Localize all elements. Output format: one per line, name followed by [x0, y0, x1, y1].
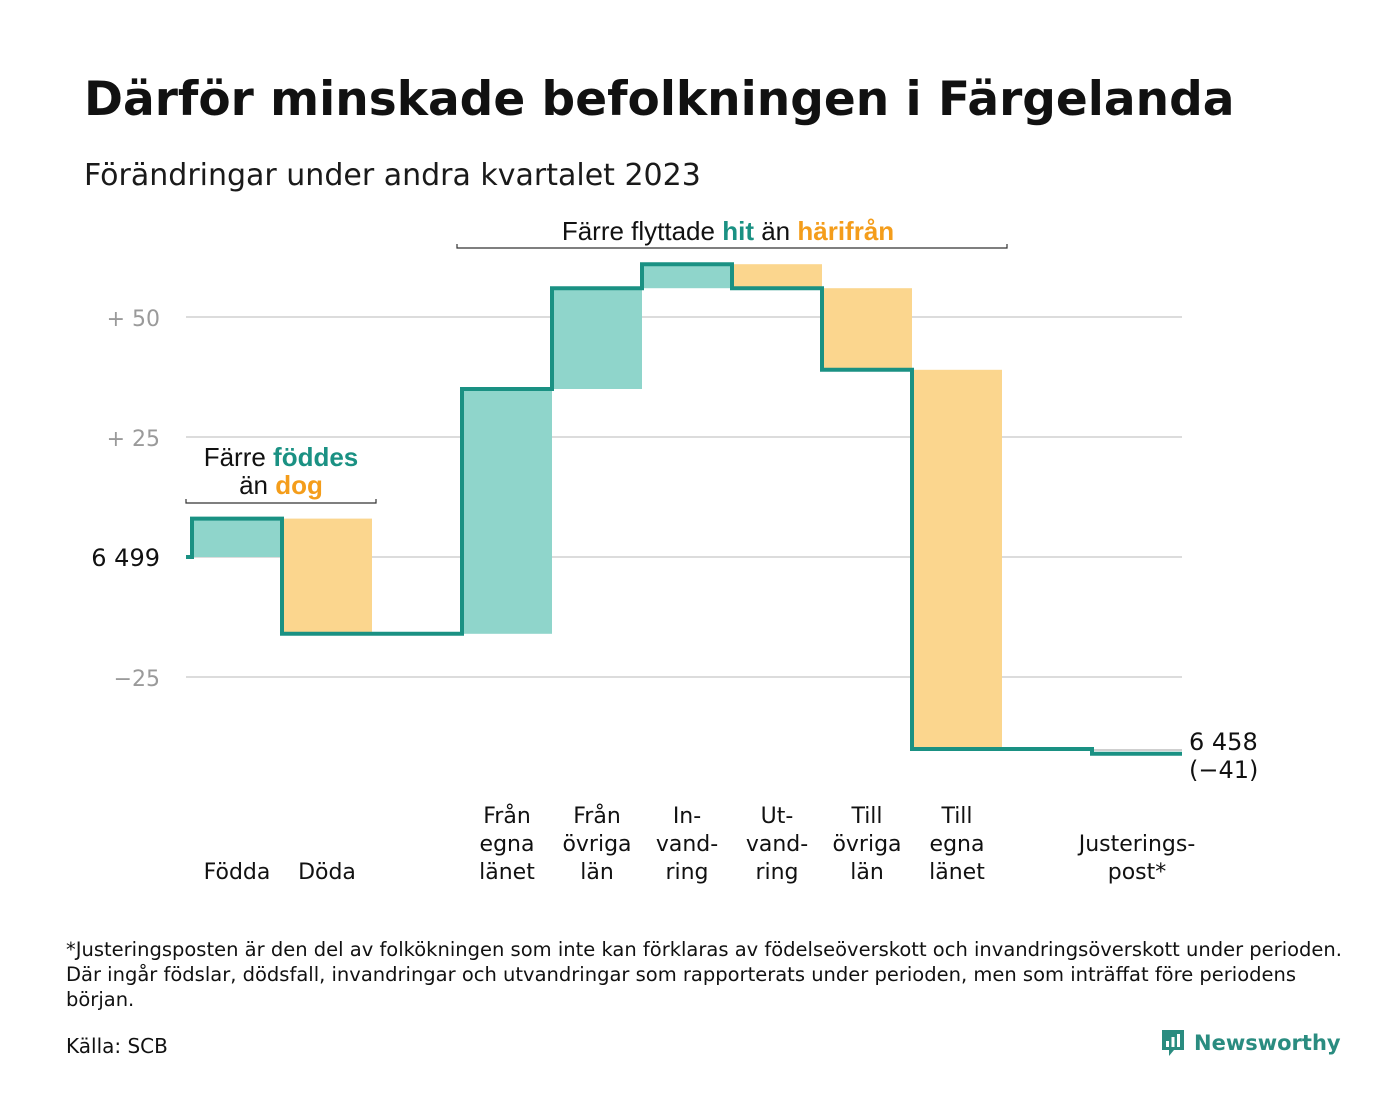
- x-label-line: ring: [665, 860, 708, 885]
- x-label-line: Ut-: [761, 804, 794, 829]
- x-label-line: län: [850, 860, 884, 885]
- x-label-line: övriga: [832, 832, 901, 857]
- x-label-line: vand-: [746, 832, 808, 857]
- bar-decrease: [822, 288, 912, 370]
- x-category-label: In-vand-ring: [656, 804, 718, 885]
- waterfall-chart: + 50 + 25 6 499 −25 6 458(−41) Födda Döda Från e…: [91, 216, 1258, 885]
- x-label-line: Justerings-: [1077, 832, 1196, 857]
- start-value-label: 6 499: [91, 544, 160, 572]
- annotation-highlight-in: hit: [722, 216, 754, 246]
- y-tick-label: + 50: [107, 307, 160, 332]
- births-annotation-line1: Färre föddes: [204, 442, 359, 472]
- x-category-label: Födda: [204, 860, 271, 885]
- x-label-line: Födda: [204, 860, 271, 885]
- x-label-line: post*: [1108, 860, 1167, 885]
- population-step-line: [186, 262, 1182, 756]
- x-category-label: Justerings-post*: [1077, 832, 1196, 885]
- bar-decrease: [282, 518, 372, 634]
- bar-increase: [642, 264, 732, 289]
- footnote: *Justeringsposten är den del av folkökni…: [66, 938, 1342, 1011]
- x-label-line: Från: [483, 803, 531, 829]
- x-label-line: länet: [479, 860, 535, 885]
- annotation-text: än: [239, 470, 275, 500]
- bar-decrease: [912, 369, 1002, 749]
- y-tick-label: + 25: [107, 427, 160, 452]
- brand-logo[interactable]: Newsworthy: [1160, 1028, 1341, 1058]
- annotation-highlight-out: härifrån: [797, 216, 894, 246]
- x-label-line: egna: [480, 832, 535, 857]
- x-category-label: Ut-vand-ring: [746, 804, 808, 885]
- newsworthy-logo-icon: [1162, 1030, 1184, 1056]
- bar-increase: [192, 518, 282, 557]
- x-label-line: Till: [940, 804, 972, 829]
- x-category-label: Från övriga län: [562, 803, 631, 885]
- x-category-label: Döda: [298, 860, 356, 885]
- x-label-line: länet: [929, 860, 985, 885]
- x-label-line: egna: [930, 832, 985, 857]
- annotation-text: än: [754, 216, 797, 246]
- x-category-label: Från egna länet: [479, 803, 535, 885]
- births-annotation-line2: än dog: [239, 470, 323, 500]
- bar-decrease: [1092, 749, 1182, 751]
- migration-annotation: Färre flyttade hit än härifrån: [562, 216, 894, 246]
- x-label-line: vand-: [656, 832, 718, 857]
- chart-subtitle: Förändringar under andra kvartalet 2023: [84, 158, 701, 193]
- bar-decrease: [732, 264, 822, 289]
- bar-increase: [552, 288, 642, 389]
- brand-name: Newsworthy: [1194, 1031, 1341, 1055]
- annotation-text: Färre flyttade: [562, 216, 722, 246]
- x-category-label: Till övriga län: [832, 804, 901, 885]
- annotation-highlight-deaths: dog: [275, 470, 323, 500]
- bar-increase: [462, 389, 552, 634]
- x-label-line: övriga: [562, 832, 631, 857]
- annotation-highlight-births: föddes: [273, 442, 358, 472]
- annotation-text: Färre: [204, 442, 273, 472]
- x-label-line: Från: [573, 803, 621, 829]
- x-label-line: Döda: [298, 860, 356, 885]
- x-label-line: In-: [673, 804, 701, 829]
- births-deaths-bracket: [185, 499, 377, 504]
- x-label-line: ring: [755, 860, 798, 885]
- x-category-label: Till egna länet: [929, 804, 985, 885]
- end-value-label: 6 458: [1189, 728, 1258, 756]
- y-tick-label: −25: [114, 667, 160, 692]
- chart-title: Därför minskade befolkningen i Färgeland…: [84, 72, 1235, 127]
- end-change-label: (−41): [1189, 756, 1258, 784]
- x-label-line: län: [580, 860, 614, 885]
- x-label-line: Till: [850, 804, 882, 829]
- source-note: Källa: SCB: [66, 1034, 168, 1058]
- migration-bracket: [456, 244, 1008, 249]
